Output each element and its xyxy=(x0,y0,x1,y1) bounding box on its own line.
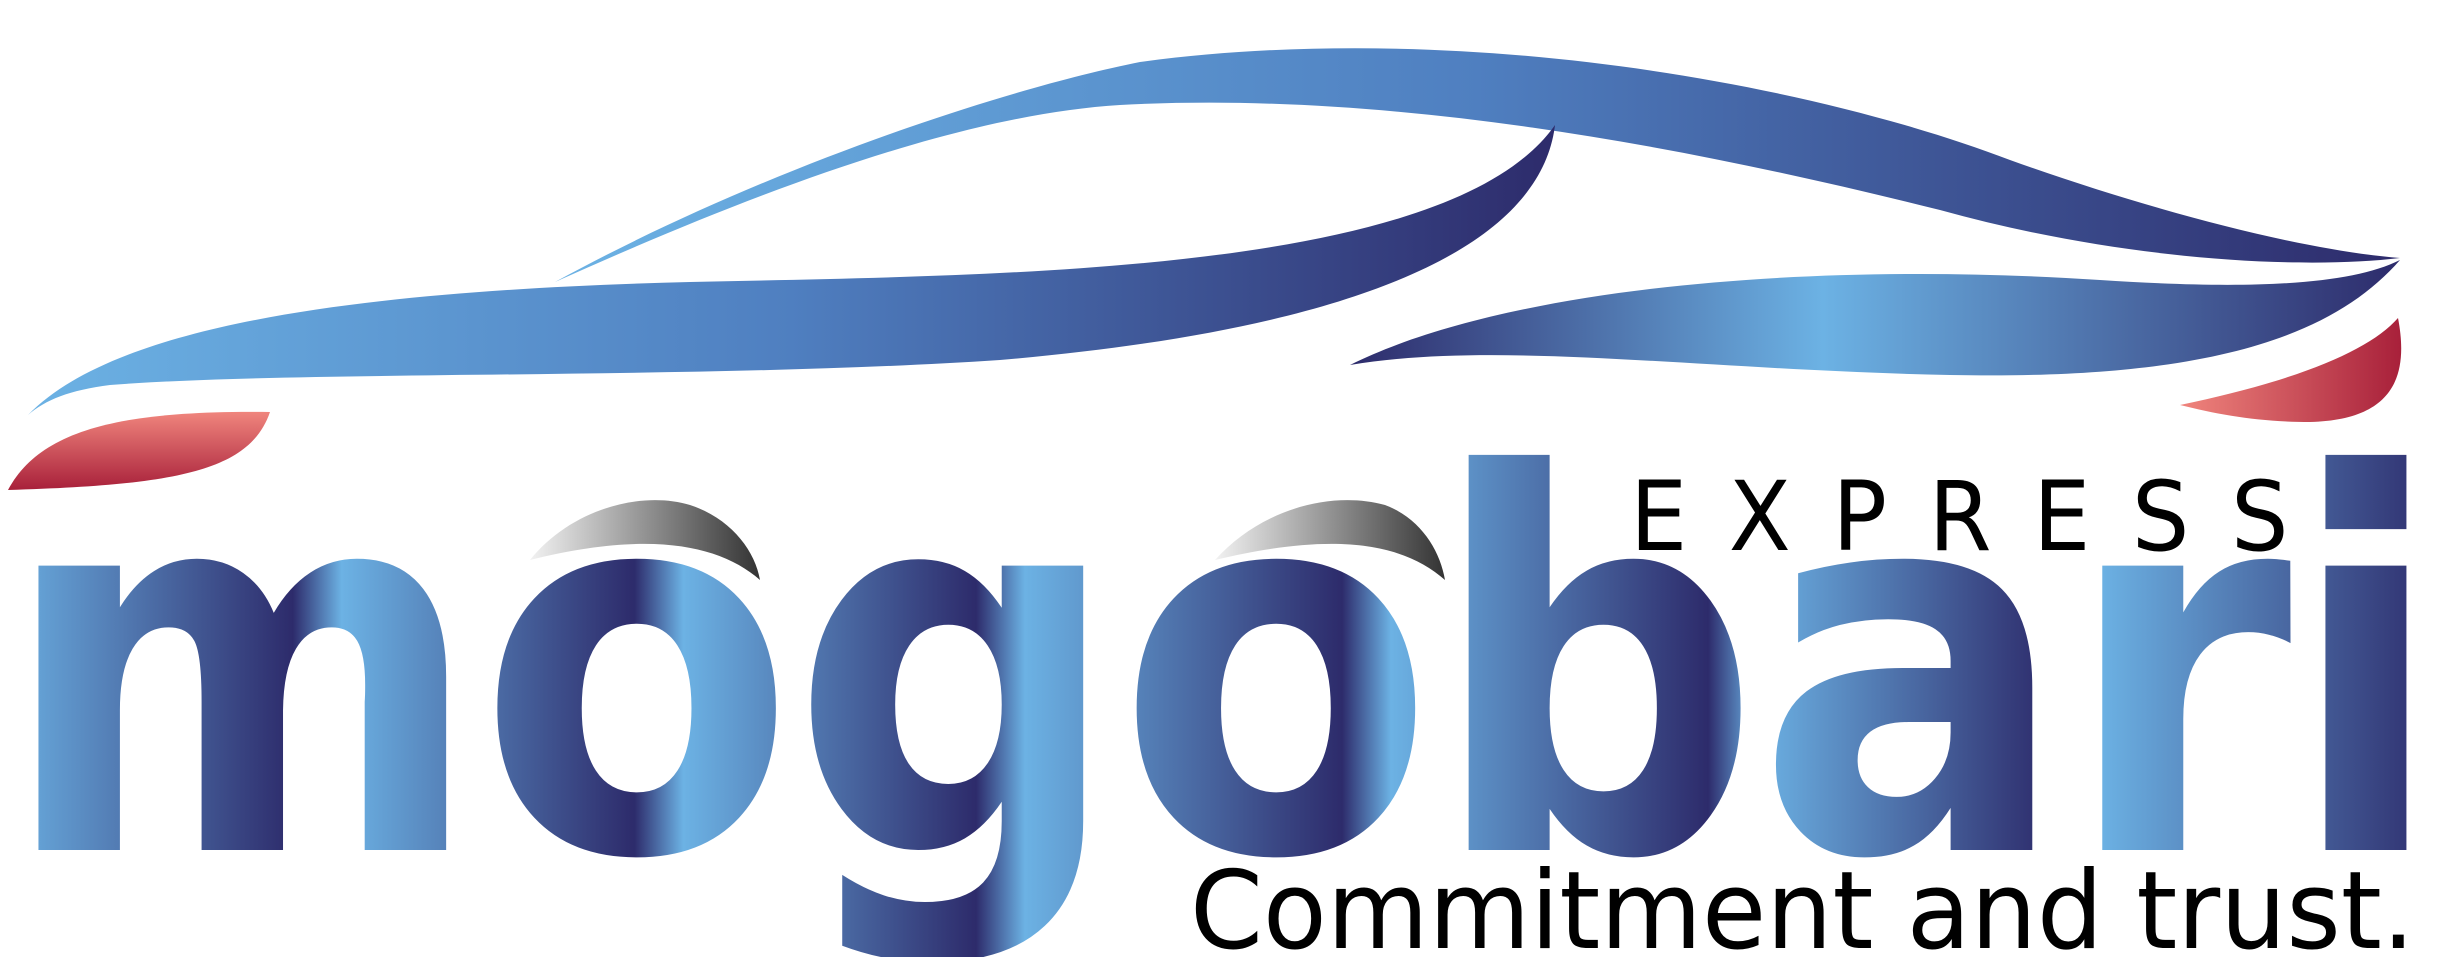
brand-name: mogobari xyxy=(0,367,2440,957)
sub-brand: EXPRESS xyxy=(1630,461,2330,573)
car-silhouette-icon xyxy=(8,48,2402,580)
car-roof-stroke xyxy=(555,48,2400,282)
front-wheel-arc-icon xyxy=(530,500,760,580)
car-hood-stroke xyxy=(28,125,1555,415)
rear-wheel-arc-icon xyxy=(1215,500,1445,580)
car-side-stroke xyxy=(1350,260,2400,376)
front-light-icon xyxy=(8,411,270,490)
tagline: Commitment and trust. xyxy=(1190,849,2415,957)
rear-light-icon xyxy=(2180,318,2402,422)
